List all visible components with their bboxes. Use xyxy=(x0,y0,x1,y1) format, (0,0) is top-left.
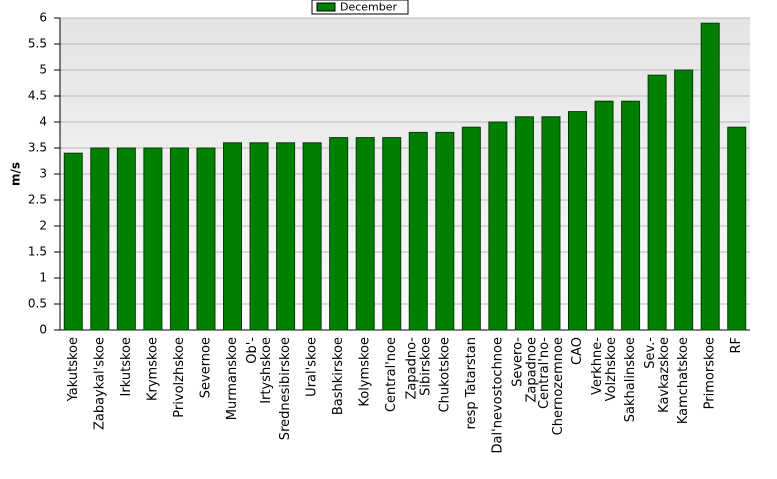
bar xyxy=(223,142,242,331)
bar xyxy=(116,147,136,331)
x-tick-label: Dal'nevostochnoe xyxy=(490,337,505,453)
bar xyxy=(541,116,561,331)
x-tick-label: Privolzhskoe xyxy=(172,337,187,418)
y-tick-label: 2 xyxy=(39,219,47,233)
x-tick-label: Sev.-Kavkazskoe xyxy=(643,337,672,413)
x-tick-label: Ob'-Irtyshskoe xyxy=(245,337,274,404)
bar xyxy=(568,111,587,331)
legend-box xyxy=(311,0,409,15)
x-tick-label: Central'no-Chernozemnoe xyxy=(536,337,565,436)
x-tick-label: Primorskoe xyxy=(703,337,718,409)
legend-label: December xyxy=(340,1,398,14)
y-tick-label: 4 xyxy=(39,115,47,129)
x-tick-label: Srednesibirskoe xyxy=(278,337,293,440)
x-tick-label: Zapadno-Sibirskoe xyxy=(404,337,433,400)
x-tick-label: Murmanskoe xyxy=(225,337,240,420)
y-axis-label: m/s xyxy=(9,162,23,186)
x-tick-label: Yakutskoe xyxy=(66,337,81,402)
bar xyxy=(90,147,110,331)
x-tick-label: Sakhalinskoe xyxy=(623,337,638,422)
x-tick-label: Severnoe xyxy=(198,337,213,398)
y-tick-label: 3.5 xyxy=(28,141,47,155)
bar xyxy=(674,69,694,331)
y-tick-label: 0.5 xyxy=(28,297,47,311)
bar xyxy=(700,22,720,331)
x-tick-label: Ural'skoe xyxy=(305,337,320,397)
bar xyxy=(514,116,534,331)
bar xyxy=(594,100,614,331)
bar xyxy=(302,142,322,331)
bar xyxy=(196,147,216,331)
y-tick-label: 2.5 xyxy=(28,193,47,207)
y-tick-label: 4.5 xyxy=(28,89,47,103)
bar xyxy=(249,142,269,331)
y-tick-label: 1 xyxy=(39,271,47,285)
x-tick-label: Kamchatskoe xyxy=(676,337,691,424)
bar xyxy=(329,137,349,331)
bar xyxy=(461,126,481,331)
bar xyxy=(143,147,163,331)
x-tick-label: Irkutskoe xyxy=(119,337,134,396)
x-tick-label: Central'noe xyxy=(384,337,399,412)
bar xyxy=(382,137,402,331)
bar xyxy=(408,131,428,331)
y-tick-label: 5.5 xyxy=(28,37,47,51)
y-tick-label: 0 xyxy=(39,323,47,337)
x-tick-label: Verkhne-Volzhskoe xyxy=(590,337,619,402)
x-tick-label: CAO xyxy=(570,337,585,365)
x-tick-label: Krymskoe xyxy=(145,337,160,401)
y-tick-label: 6 xyxy=(39,11,47,25)
legend-swatch xyxy=(316,2,336,12)
bar xyxy=(488,121,508,331)
bar xyxy=(169,147,189,331)
bar xyxy=(647,74,667,331)
x-tick-label: Bashkirskoe xyxy=(331,337,346,415)
bar xyxy=(621,100,641,331)
bar xyxy=(276,142,296,331)
x-tick-label: Zabaykal'skoe xyxy=(92,337,107,430)
x-tick-label: resp Tatarstan xyxy=(464,337,479,429)
bar xyxy=(355,137,375,331)
y-tick-label: 1.5 xyxy=(28,245,47,259)
bar xyxy=(727,126,747,331)
x-tick-label: Chukotskoe xyxy=(437,337,452,412)
bar xyxy=(63,152,83,331)
x-tick-label: RF xyxy=(729,337,744,354)
y-tick-label: 5 xyxy=(39,63,47,77)
x-tick-label: Severo-Zapadnoe xyxy=(510,337,539,403)
bar xyxy=(435,131,455,331)
x-tick-label: Kolymskoe xyxy=(358,337,373,407)
y-tick-label: 3 xyxy=(39,167,47,181)
